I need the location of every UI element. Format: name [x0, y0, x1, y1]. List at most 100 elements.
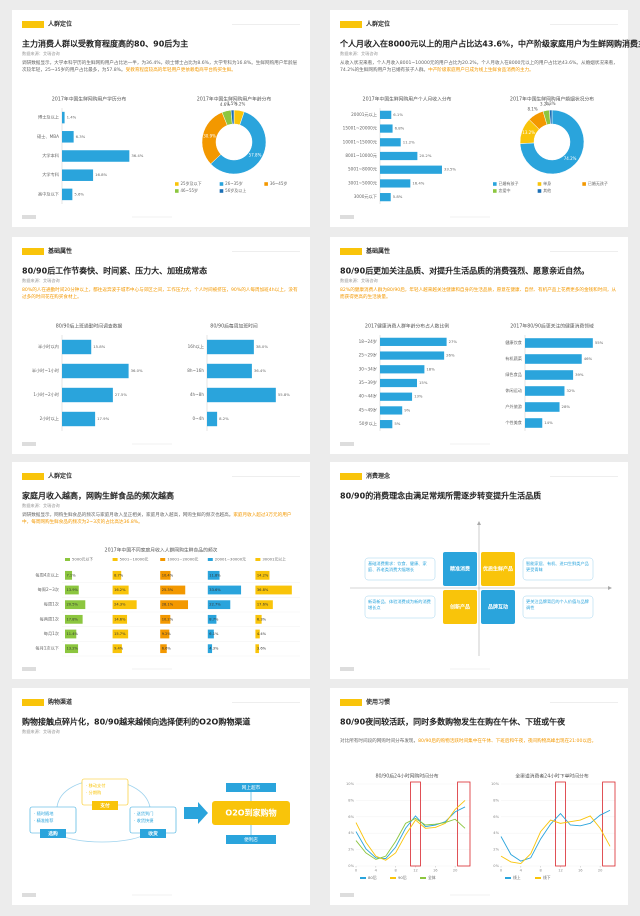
value-label: 33.5%	[444, 167, 456, 172]
legend-swatch	[390, 877, 396, 879]
step-tag	[40, 829, 66, 838]
y-tick-label: 8%	[493, 798, 499, 802]
quadrant-box	[443, 590, 477, 624]
cell-bar	[255, 585, 292, 595]
intro-area: 82%的健康消费人群为80/90后，年轻人越来越关注健康和自身的生活品质，愿意在…	[340, 288, 616, 300]
category-label: 3001~5000元	[348, 180, 377, 186]
x-tick-label: 0	[500, 869, 503, 873]
footer-logo	[340, 667, 354, 671]
step-point: · 移动支付	[86, 782, 105, 789]
value-label: 9%	[404, 407, 410, 412]
legend-label: 已婚有孩子	[499, 180, 519, 186]
value-label: 36.8%	[257, 588, 269, 592]
value-label: 16.2%	[114, 588, 126, 592]
slide-bg	[12, 688, 310, 905]
slide: 人群定位主力消费人群以受教育程度高的80、90后为主数据来源：艾瑞咨询调研数据显…	[12, 10, 310, 227]
cell-bar	[65, 629, 77, 639]
donut-segment	[519, 109, 585, 175]
bar	[525, 338, 593, 348]
intro-area: 调研数据显示，网购生鲜食品的频次与家庭月收入呈正相关，家庭月收入越高，网购生鲜的…	[22, 513, 291, 525]
y-tick-label: 4%	[348, 831, 354, 835]
step-point: · 收货快捷	[134, 817, 154, 824]
note-area: 更关注品牌背后的个人价值与品牌调性	[526, 599, 589, 610]
category-label: 8h~16h	[187, 368, 204, 373]
x-tick-label: 20	[453, 869, 458, 873]
legend-label: 单身	[543, 180, 551, 186]
y-tick-label: 8%	[348, 798, 354, 802]
cell-bar	[160, 614, 171, 624]
quadrant-box	[481, 590, 515, 624]
cell-bar	[207, 600, 231, 610]
x-tick-label: 12	[413, 869, 418, 873]
category-label: 1小时~2小时	[33, 391, 59, 398]
legend-swatch	[537, 189, 542, 193]
value-label: 9.2%	[162, 632, 172, 636]
note-area: 新奇新品、体验消费成为新的消费增长点	[368, 599, 431, 610]
intro-text: 80%的人在通勤时间20分钟以上，都往返奔波于城市中心与郊区之间，工作压力大，个…	[22, 287, 300, 301]
legend-swatch	[505, 877, 511, 879]
cell-bar	[112, 600, 137, 610]
value-label: 4.3%	[209, 647, 219, 651]
section-label: 使用习惯	[365, 698, 390, 706]
chart-title: 80/90后每周加班时间	[210, 323, 258, 330]
cell-bar	[207, 585, 242, 595]
bar	[207, 339, 254, 355]
cell-bar	[112, 585, 129, 595]
legend-swatch	[255, 558, 261, 561]
logo-tag	[22, 473, 44, 480]
slide-bg	[12, 237, 310, 454]
category-label: 30~34岁	[359, 365, 377, 372]
category-label: 个性美食	[505, 419, 523, 426]
value-label: 22.7%	[209, 603, 221, 607]
intro-text: 从收入状况来看，个人月收入8001~10000元的用户占比为20.2%，个人月收…	[340, 60, 618, 74]
source-note: 数据来源：艾瑞咨询	[22, 728, 60, 735]
quadrant-box	[481, 552, 515, 586]
value-label: 6.3%	[257, 617, 267, 621]
section-label: 基础属性	[47, 247, 72, 255]
footer-logo	[22, 442, 36, 446]
step-label: 支付	[100, 802, 110, 809]
legend-label: 46~55岁	[181, 187, 199, 193]
bar	[525, 418, 543, 428]
value-label: 74.2%	[564, 156, 577, 161]
legend-swatch	[493, 182, 497, 186]
channel-box	[226, 835, 276, 844]
chart-title: 80/90后上班通勤时间调查数据	[56, 323, 123, 330]
value-label: 36.4%	[254, 368, 266, 373]
slide: 基础属性 80/90后更加关注品质、对提升生活品质的消费强烈、愿意亲近自然。数据来…	[330, 237, 628, 454]
bar	[380, 193, 391, 202]
source-note: 数据来源：艾瑞咨询	[340, 277, 378, 284]
intro-body: 对比所有时间段的网购时间分布发现，	[340, 739, 419, 744]
legend-label: 全体	[428, 875, 436, 880]
highlight-box	[602, 781, 616, 867]
bar	[380, 110, 392, 119]
y-tick-label: 2%	[348, 848, 354, 852]
bar	[525, 402, 560, 412]
slide-title: 80/90后更加关注品质、对提升生活品质的消费强烈、愿意亲近自然。	[340, 266, 589, 276]
category-label: 0~4h	[193, 416, 205, 421]
intro-area: 调研数据显示，大学本科学历的生鲜网购用户占比达一半，为36.4%，硕士博士占比为…	[22, 61, 297, 73]
value-label: 3.2%	[540, 102, 550, 107]
y-tick-label: 2%	[493, 848, 499, 852]
value-label: 27%	[449, 339, 458, 344]
chart-title: 2017年中国生鲜网购用户个人月收入分布	[363, 96, 452, 103]
footer-logo	[22, 893, 36, 897]
cell-bar	[112, 570, 122, 580]
legend-label: 5000元以下	[72, 557, 93, 562]
bar	[380, 337, 447, 346]
value-label: 15.7%	[114, 632, 126, 636]
quadrant-note: 智能家居、有机、进口生鲜类产品更受青睐	[526, 561, 589, 572]
series-line	[500, 815, 611, 865]
category-label: 半小时以内	[38, 343, 59, 350]
bar	[380, 179, 411, 188]
cell-bar	[160, 585, 186, 595]
footer-logo	[22, 215, 36, 219]
category-label: 25~29岁	[359, 352, 377, 359]
chart-title: 2017年中国不同家庭月收入人群网购生鲜食品的频次	[105, 547, 218, 554]
bar	[62, 387, 113, 403]
cell-bar	[160, 600, 189, 610]
value-label: 16.4%	[412, 180, 424, 185]
arrow-head	[608, 586, 612, 590]
cell-bar	[65, 585, 79, 595]
step-tag	[140, 829, 166, 838]
